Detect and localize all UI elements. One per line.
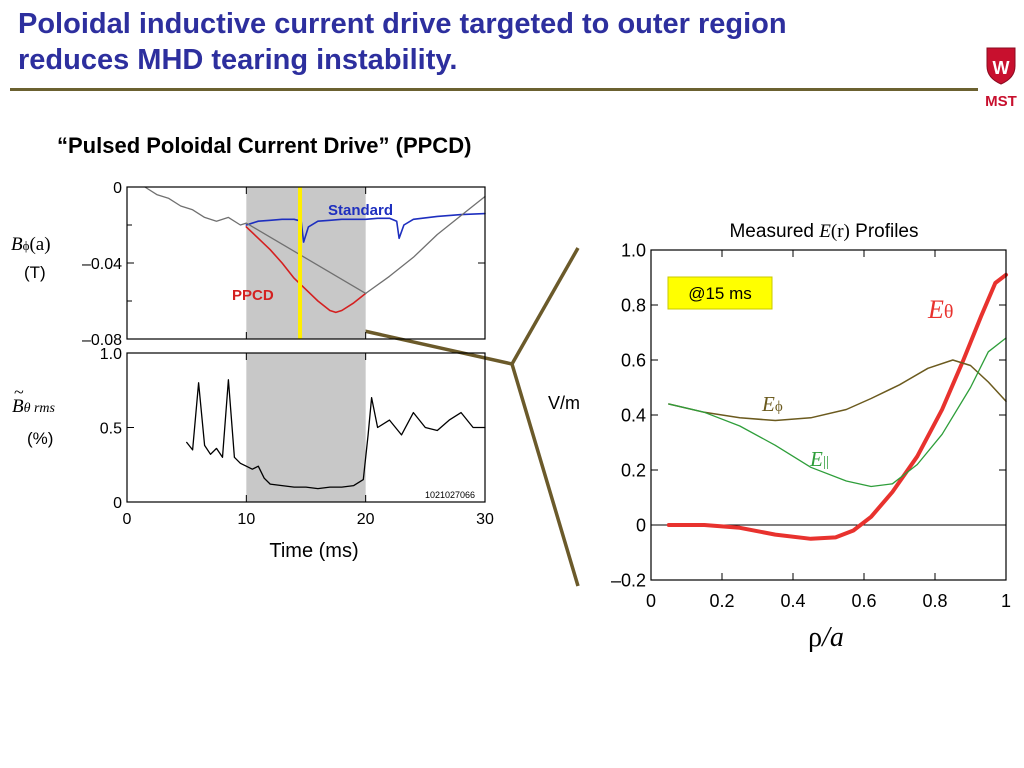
b-theta-rms-xtick-label: 10 (237, 511, 255, 528)
b-theta-rms-ytick-label: 0.5 (100, 420, 122, 437)
b-theta-rms-series-line-0 (186, 379, 486, 490)
b-theta-ylabel-tilde: ~ (14, 382, 24, 402)
e-phi-label-symbol: E (761, 392, 775, 416)
e-par-label-symbol: E (809, 447, 823, 471)
b-theta-rms-xtick-label: 30 (476, 511, 494, 528)
e-profiles-ylabel: V/m (548, 393, 580, 413)
e-theta-label: Eθ (927, 295, 953, 324)
b-phi-ytick-label: –0.08 (82, 332, 122, 349)
e-theta-label-symbol: E (927, 295, 944, 324)
b-theta-rms-xtick-label: 20 (357, 511, 375, 528)
b-phi-ylabel: Bϕ(a) (11, 234, 51, 255)
time-annotation-text: @15 ms (688, 284, 752, 303)
e-profiles-ytick-label: –0.2 (611, 570, 646, 590)
e-profiles-xtick-label: 0.2 (709, 591, 734, 611)
e-phi-label-sub: ϕ (775, 399, 783, 415)
e-profiles-xtick-label: 1 (1001, 591, 1011, 611)
e-profiles-plot-frame (650, 249, 1007, 581)
b-phi-series-label-standard: Standard (328, 202, 393, 219)
time-axis-label: Time (ms) (269, 540, 358, 562)
b-phi-series-line-2 (144, 186, 486, 295)
b-theta-ylabel-sub: θ rms (24, 401, 56, 416)
e-profiles-title-arg: (r) (831, 221, 850, 242)
e-profiles-title: Measured E(r) Profiles (729, 221, 918, 242)
b-theta-plot-frame (126, 352, 486, 503)
time-annotation-box (667, 276, 773, 310)
e-profiles-title-suffix: Profiles (855, 221, 918, 242)
e-phi-label: Eϕ (761, 392, 783, 416)
b-theta-ylabel-symbol: B (12, 396, 24, 417)
slide-title: Poloidal inductive current drive targete… (18, 6, 978, 78)
e-profiles-xlabel-rho: ρ (808, 622, 822, 653)
b-phi-chart: 0 –0.04 –0.08 Standard PPCD Bϕ(a) (T) (11, 180, 486, 349)
b-theta-rms-ytick-label: 0 (113, 495, 122, 512)
e-theta-label-sub: θ (944, 301, 954, 323)
e-profiles-title-var: E (818, 221, 831, 242)
e-profiles-series-line-2 (668, 337, 1007, 488)
b-theta-shaded-region (246, 353, 366, 502)
b-phi-plot-frame (126, 186, 486, 340)
e-profiles-ytick-label: 0.8 (621, 295, 646, 315)
slide-title-line-1: Poloidal inductive current drive targete… (18, 8, 787, 40)
e-par-label: E|| (809, 447, 829, 471)
e-par-label-sub: || (823, 454, 829, 470)
e-profiles-xtick-label: 0.4 (780, 591, 805, 611)
b-phi-ytick-label: –0.04 (82, 256, 122, 273)
b-phi-ylabel-arg: (a) (29, 234, 50, 255)
e-profiles-ytick-label: 1.0 (621, 240, 646, 260)
e-profiles-xlabel: ρ/a (808, 622, 844, 653)
e-profiles-xtick-label: 0 (646, 591, 656, 611)
e-profiles-xlabel-a: /a (820, 622, 844, 653)
title-divider (10, 88, 978, 91)
b-theta-ylabel: Bθ rms (12, 396, 56, 417)
shot-number: 1021027066 (425, 490, 475, 500)
b-phi-ylabel-sub: ϕ (23, 238, 30, 253)
e-profiles-xtick-label: 0.6 (851, 591, 876, 611)
e-profiles-ytick-label: 0.6 (621, 350, 646, 370)
e-profiles-series-line-0 (666, 272, 1008, 541)
e-profiles-ytick-label: 0.2 (621, 460, 646, 480)
b-theta-rms-xtick-label: 0 (123, 511, 132, 528)
b-theta-ylabel-unit: (%) (27, 429, 53, 448)
e-profiles-chart: –0.200.20.40.60.81.00 0.2 0.4 0.6 0.8 1 Measu… (548, 221, 1011, 653)
b-phi-ytick-label: 0 (113, 180, 122, 197)
chart-subtitle: “Pulsed Poloidal Current Drive” (PPCD) (57, 133, 472, 158)
e-profiles-ytick-label: 0.4 (621, 405, 646, 425)
b-phi-series-line-1 (245, 226, 367, 314)
b-phi-ylabel-symbol: B (11, 234, 23, 255)
e-profiles-title-prefix: Measured (729, 221, 814, 242)
connector-line-bottom (510, 363, 580, 587)
e-profiles-xtick-label: 0.8 (922, 591, 947, 611)
logo-text: MST (985, 93, 1017, 110)
e-profiles-series-line-1 (668, 359, 1007, 422)
logo-shield-icon (986, 47, 1016, 85)
mst-logo-icon: W MST (985, 47, 1017, 110)
b-phi-ylabel-unit: (T) (24, 263, 46, 282)
b-theta-rms-chart: 0 0.5 1.0 0 10 20 30 1021027066 ~ Bθ rms (%) T… (12, 346, 494, 562)
connector-line-top (510, 247, 580, 365)
logo-badge-text: W (993, 58, 1010, 78)
b-theta-rms-ytick-label: 1.0 (100, 346, 122, 363)
b-phi-series-line-0 (245, 212, 486, 243)
b-phi-series-label-ppcd: PPCD (232, 287, 274, 304)
b-phi-shaded-region (246, 187, 366, 339)
slide-title-line-2: reduces MHD tearing instability. (18, 44, 458, 76)
e-profiles-ytick-label: 0 (636, 515, 646, 535)
